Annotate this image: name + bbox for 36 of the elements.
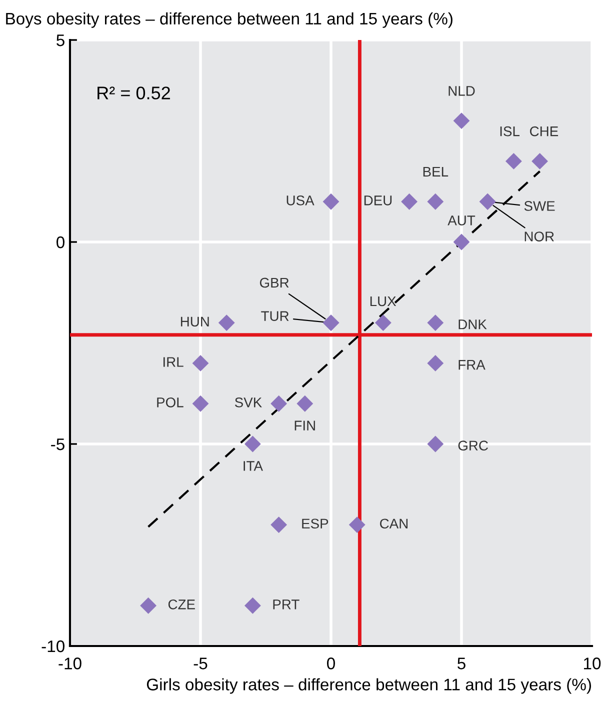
annotation: LUX (370, 296, 396, 306)
x-tick-label: 5 (458, 658, 466, 670)
annotation: ESP (302, 518, 328, 529)
annotation: DNK (458, 320, 487, 330)
annotation: AUT (448, 216, 476, 226)
annotation: USA (286, 195, 314, 206)
annotation: TUR (261, 311, 289, 321)
x-tick-label: -5 (194, 658, 208, 670)
annotation: CAN (380, 518, 408, 529)
annotation: SWE (524, 201, 555, 211)
annotation: CZE (168, 599, 195, 610)
y-tick-label: -10 (42, 640, 64, 652)
annotation: DEU (364, 196, 392, 206)
x-tick-label: 0 (327, 658, 335, 670)
x-tick-label: 10 (584, 658, 601, 670)
annotation: SVK (234, 397, 262, 408)
annotation: POL (157, 397, 184, 408)
annotation: IRL (164, 357, 184, 367)
annotation: GBR (260, 278, 289, 288)
annotation: NLD (448, 86, 475, 96)
annotation: PRT (273, 600, 300, 610)
annotation: FRA (458, 360, 486, 370)
annotation: HUN (180, 316, 209, 327)
y-tick-label: 5 (56, 34, 64, 46)
y-tick-label: 0 (56, 236, 64, 248)
annotation: BEL (423, 166, 448, 176)
annotation: FIN (294, 420, 315, 430)
annotation: ITA (244, 461, 263, 471)
annotation: R² = 0.52 (98, 86, 170, 100)
annotation: GRC (458, 440, 488, 451)
annotation: ISL (500, 126, 520, 136)
y-axis-title: Boys obesity rates – difference between 11 and 15 years (%) (6, 12, 452, 28)
y-tick-label: -5 (51, 438, 64, 450)
annotation: NOR (524, 232, 554, 242)
annotation: CHE (530, 126, 558, 136)
x-axis-title: Girls obesity rates – difference between 11 and 15 years (%) (146, 678, 591, 694)
